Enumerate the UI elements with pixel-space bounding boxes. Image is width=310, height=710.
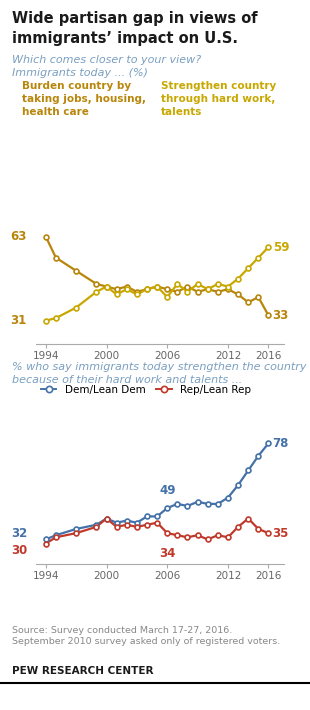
Text: immigrants’ impact on U.S.: immigrants’ impact on U.S. [12, 31, 238, 46]
Text: 31: 31 [10, 315, 26, 327]
Text: 78: 78 [272, 437, 289, 450]
Text: PEW RESEARCH CENTER: PEW RESEARCH CENTER [12, 666, 154, 676]
Text: because of their hard work and talents ...: because of their hard work and talents .… [12, 375, 243, 385]
Legend: Dem/Lean Dem, Rep/Lean Rep: Dem/Lean Dem, Rep/Lean Rep [41, 385, 251, 395]
Text: 33: 33 [272, 309, 289, 322]
Text: Immigrants today ... (%): Immigrants today ... (%) [12, 68, 148, 78]
Text: 49: 49 [159, 484, 175, 497]
Text: Strengthen country
through hard work,
talents: Strengthen country through hard work, ta… [161, 81, 277, 116]
Text: September 2010 survey asked only of registered voters.: September 2010 survey asked only of regi… [12, 637, 281, 646]
Text: 59: 59 [272, 241, 289, 253]
Text: Burden country by
taking jobs, housing,
health care: Burden country by taking jobs, housing, … [22, 81, 146, 116]
Text: Which comes closer to your view?: Which comes closer to your view? [12, 55, 202, 65]
Text: 32: 32 [11, 528, 28, 540]
Text: Source: Survey conducted March 17-27, 2016.: Source: Survey conducted March 17-27, 20… [12, 626, 232, 635]
Text: % who say immigrants today strengthen the country: % who say immigrants today strengthen th… [12, 362, 307, 372]
Text: Wide partisan gap in views of: Wide partisan gap in views of [12, 11, 258, 26]
Text: 30: 30 [11, 544, 28, 557]
Text: 35: 35 [272, 527, 289, 540]
Text: 63: 63 [10, 230, 26, 243]
Text: 34: 34 [159, 547, 175, 560]
